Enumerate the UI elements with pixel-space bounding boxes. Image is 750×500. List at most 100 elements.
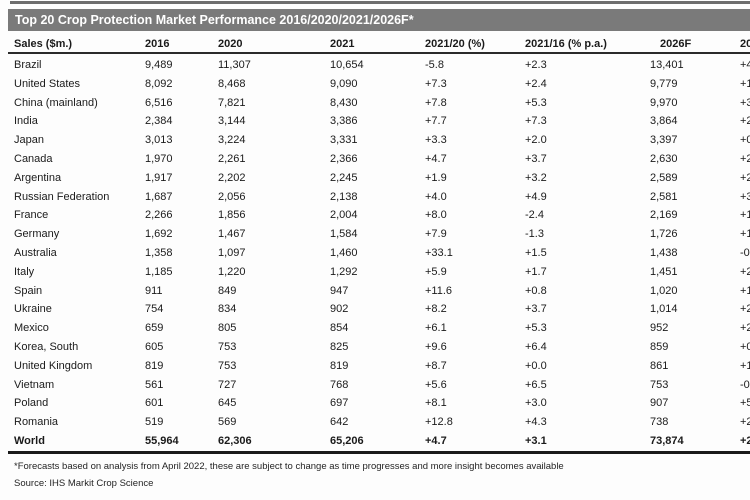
- country-cell: United Kingdom: [14, 359, 93, 372]
- value-cell: +4.3: [525, 416, 547, 429]
- table-row: France 2,266 1,856 2,004 +8.0 -2.4 2,169 +1: [0, 206, 750, 225]
- value-cell: 645: [218, 397, 237, 410]
- value-cell: +0: [740, 340, 750, 353]
- value-cell: +1: [740, 284, 750, 297]
- value-cell: +0: [740, 134, 750, 147]
- value-cell: 1,856: [218, 209, 246, 222]
- value-cell: +2: [740, 303, 750, 316]
- value-cell: 3,013: [145, 134, 173, 147]
- value-cell: 11,307: [218, 59, 251, 71]
- value-cell: 753: [218, 340, 237, 353]
- table-row: Russian Federation 1,687 2,056 2,138 +4.0 +4.…: [0, 188, 750, 207]
- value-cell: 1,358: [145, 246, 173, 259]
- table-row: Romania 519 569 642 +12.8 +4.3 738 +2: [0, 413, 750, 432]
- country-cell: Vietnam: [14, 378, 55, 391]
- value-cell: 1,460: [330, 246, 358, 259]
- value-cell: 3,864: [650, 115, 678, 128]
- value-cell: +2: [740, 115, 750, 128]
- table-row: Canada 1,970 2,261 2,366 +4.7 +3.7 2,630 +2: [0, 150, 750, 169]
- value-cell: +3: [740, 96, 750, 109]
- value-cell: 1,584: [330, 228, 358, 241]
- country-cell: Japan: [14, 134, 44, 147]
- value-cell: +3: [740, 190, 750, 203]
- table-row: Korea, South 605 753 825 +9.6 +6.4 859 +0: [0, 338, 750, 357]
- country-cell: Spain: [14, 284, 43, 297]
- column-header-2021-16: 2021/16 (% p.a.): [525, 38, 607, 50]
- value-cell: 738: [650, 416, 669, 429]
- value-cell: 1,917: [145, 171, 173, 184]
- value-cell: +1.7: [525, 265, 547, 278]
- table-row: India 2,384 3,144 3,386 +7.7 +7.3 3,864 +2: [0, 112, 750, 131]
- value-cell: 2,004: [330, 209, 358, 222]
- column-header-2026f: 2026F: [660, 38, 692, 50]
- value-cell: +9.6: [425, 340, 447, 353]
- country-cell: Poland: [14, 397, 49, 410]
- value-cell: 55,964: [145, 434, 179, 447]
- column-header-2021-20: 2021/20 (%): [425, 38, 485, 50]
- value-cell: +2: [740, 322, 750, 335]
- value-cell: +6.4: [525, 340, 547, 353]
- value-cell: 2,630: [650, 152, 678, 165]
- value-cell: 727: [218, 378, 237, 391]
- value-cell: 911: [145, 284, 163, 297]
- table-row: Ukraine 754 834 902 +8.2 +3.7 1,014 +2: [0, 300, 750, 319]
- value-cell: +5.3: [525, 96, 547, 109]
- table-header-row: Sales ($m.) 2016 2020 2021 2021/20 (%) 2…: [0, 36, 750, 52]
- table-row: United Kingdom 819 753 819 +8.7 +0.0 861 +1: [0, 357, 750, 376]
- value-cell: 902: [330, 303, 349, 316]
- value-cell: 8,468: [218, 77, 246, 90]
- value-cell: -2.4: [525, 209, 544, 222]
- value-cell: 859: [650, 340, 669, 353]
- table-row: Vietnam 561 727 768 +5.6 +6.5 753 -0: [0, 376, 750, 395]
- value-cell: 1,014: [650, 303, 678, 316]
- value-cell: +7.3: [525, 115, 547, 128]
- value-cell: +4.7: [425, 152, 447, 165]
- value-cell: -1.3: [525, 228, 544, 241]
- value-cell: 8,430: [330, 96, 358, 109]
- value-cell: 697: [330, 397, 349, 410]
- country-cell: Argentina: [14, 171, 62, 184]
- value-cell: -0: [740, 378, 750, 391]
- value-cell: +5.6: [425, 378, 447, 391]
- value-cell: +8.0: [425, 209, 447, 222]
- value-cell: 2,169: [650, 209, 678, 222]
- value-cell: 9,970: [650, 96, 678, 109]
- value-cell: 1,020: [650, 284, 678, 297]
- value-cell: +2: [740, 152, 750, 165]
- value-cell: 805: [218, 322, 237, 335]
- value-cell: 73,874: [650, 434, 684, 447]
- value-cell: 642: [330, 416, 349, 429]
- value-cell: 1,692: [145, 228, 173, 241]
- value-cell: 2,366: [330, 152, 358, 165]
- value-cell: 9,489: [145, 59, 173, 71]
- value-cell: 952: [650, 322, 669, 335]
- value-cell: 861: [650, 359, 669, 372]
- table-bottom-rule: [8, 451, 750, 454]
- value-cell: 2,245: [330, 171, 358, 184]
- value-cell: 8,092: [145, 77, 173, 90]
- country-cell: Brazil: [14, 59, 42, 71]
- value-cell: 834: [218, 303, 237, 316]
- value-cell: +4.7: [425, 434, 447, 447]
- value-cell: +33.1: [425, 246, 453, 259]
- value-cell: 519: [145, 416, 164, 429]
- value-cell: +3.1: [525, 434, 547, 447]
- value-cell: 1,970: [145, 152, 173, 165]
- value-cell: +5: [740, 397, 750, 410]
- value-cell: 10,654: [330, 59, 364, 71]
- value-cell: 754: [145, 303, 164, 316]
- value-cell: 947: [330, 284, 349, 297]
- value-cell: +3.0: [525, 397, 547, 410]
- column-header-2021: 2021: [330, 38, 355, 50]
- country-cell: Mexico: [14, 322, 49, 335]
- value-cell: 1,220: [218, 265, 246, 278]
- value-cell: 1,185: [145, 265, 173, 278]
- table-row: Japan 3,013 3,224 3,331 +3.3 +2.0 3,397 +0: [0, 131, 750, 150]
- source-line: Source: IHS Markit Crop Science: [14, 478, 154, 489]
- column-header-sales: Sales ($m.): [14, 38, 73, 50]
- value-cell: +2.3: [525, 59, 547, 71]
- value-cell: 2,138: [330, 190, 358, 203]
- value-cell: +3.7: [525, 152, 547, 165]
- value-cell: +11.6: [425, 284, 453, 297]
